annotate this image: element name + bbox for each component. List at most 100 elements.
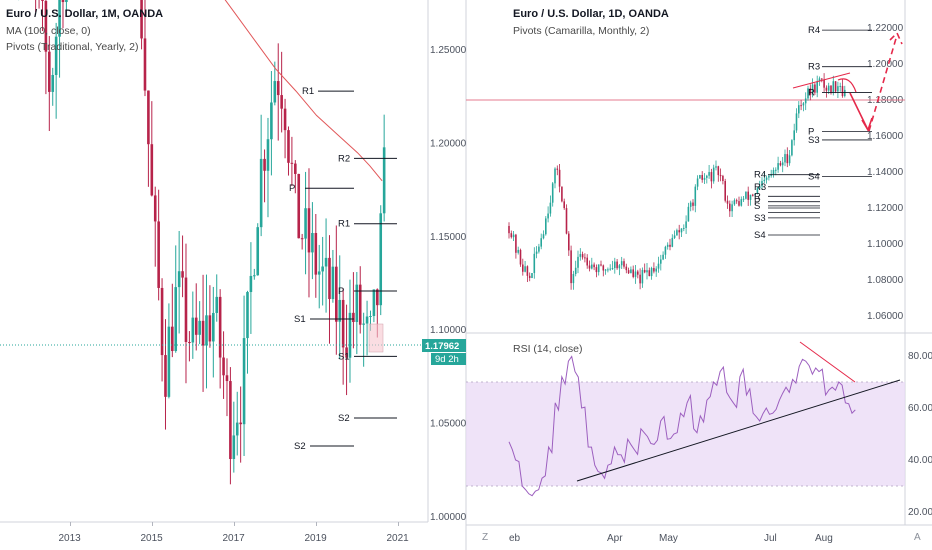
left-chart-title: Euro / U.S. Dollar, 1M, OANDA bbox=[6, 8, 163, 20]
candle-body-down bbox=[41, 0, 44, 1]
candle-body-up bbox=[362, 323, 365, 325]
auto-scale-button[interactable]: A bbox=[914, 532, 921, 543]
right-y-tick-label: 1.14000 bbox=[867, 167, 904, 178]
daily-candle-down bbox=[556, 168, 559, 170]
candle-body-up bbox=[338, 299, 342, 322]
candle-body-up bbox=[212, 312, 215, 342]
pivot-label: S2 bbox=[294, 441, 306, 452]
daily-candle-down bbox=[729, 203, 731, 212]
daily-candle-up bbox=[531, 273, 533, 278]
candle-body-down bbox=[188, 342, 191, 344]
candle-body-up bbox=[256, 227, 260, 276]
daily-candle-down bbox=[570, 250, 572, 284]
candle-body-down bbox=[300, 238, 304, 240]
candle-body-down bbox=[280, 95, 283, 109]
candle-body-down bbox=[287, 130, 290, 163]
left-indicator-ma[interactable]: MA (100, close, 0) bbox=[6, 25, 91, 37]
left-x-tick-label: 2019 bbox=[305, 533, 328, 544]
daily-candle-down bbox=[669, 244, 671, 247]
daily-candle-up bbox=[708, 172, 710, 176]
daily-candle-down bbox=[825, 87, 828, 91]
candle-body-down bbox=[201, 320, 205, 346]
daily-candle-down bbox=[558, 169, 561, 187]
candle-body-up bbox=[331, 266, 335, 300]
candle-body-down bbox=[341, 299, 345, 348]
candle-body-up bbox=[311, 232, 314, 253]
candle-body-up bbox=[65, 0, 68, 3]
candle-body-up bbox=[58, 0, 61, 37]
rsi-indicator-title[interactable]: RSI (14, close) bbox=[513, 343, 582, 355]
candle-body-down bbox=[147, 90, 150, 145]
daily-candle-up bbox=[689, 202, 692, 207]
projected-down-arrowhead bbox=[861, 117, 873, 132]
candle-body-up bbox=[253, 275, 256, 277]
candle-body-down bbox=[153, 195, 157, 222]
daily-candle-up bbox=[775, 169, 777, 171]
right-indicator-pivots[interactable]: Pivots (Camarilla, Monthly, 2) bbox=[513, 25, 649, 37]
pivot-label: P bbox=[338, 286, 344, 297]
daily-candle-up bbox=[715, 166, 717, 168]
daily-candle-up bbox=[818, 78, 821, 82]
candle-body-down bbox=[294, 163, 297, 174]
daily-candle-up bbox=[791, 140, 793, 156]
candle-body-up bbox=[273, 81, 277, 103]
daily-candle-down bbox=[726, 200, 729, 204]
daily-candle-up bbox=[524, 266, 526, 272]
daily-candle-up bbox=[703, 177, 706, 180]
daily-candle-up bbox=[542, 234, 545, 239]
daily-candle-up bbox=[609, 268, 611, 270]
daily-candle-down bbox=[602, 265, 605, 271]
daily-candle-up bbox=[673, 235, 676, 238]
daily-candle-down bbox=[823, 79, 825, 88]
daily-candle-down bbox=[563, 201, 565, 209]
daily-candle-up bbox=[749, 194, 752, 200]
candle-body-down bbox=[290, 162, 294, 164]
candle-body-up bbox=[174, 287, 178, 352]
candle-body-down bbox=[160, 287, 164, 356]
right-x-tick-label: Jul bbox=[764, 533, 777, 544]
daily-candle-up bbox=[611, 268, 614, 270]
daily-candle-down bbox=[738, 201, 740, 206]
daily-candle-up bbox=[666, 244, 669, 247]
left-x-tick-label: 2017 bbox=[223, 533, 246, 544]
daily-candle-up bbox=[657, 263, 660, 269]
rsi-y-tick-label: 20.00 bbox=[908, 507, 932, 518]
daily-candle-up bbox=[614, 261, 616, 269]
right-chart-title: Euro / U.S. Dollar, 1D, OANDA bbox=[513, 8, 669, 20]
timezone-button[interactable]: Z bbox=[482, 532, 488, 543]
daily-candle-down bbox=[627, 270, 630, 274]
daily-candle-up bbox=[742, 198, 745, 200]
candle-body-down bbox=[229, 381, 232, 460]
camarilla-pivot-label: R bbox=[754, 191, 761, 202]
daily-candle-down bbox=[584, 257, 586, 259]
daily-candle-up bbox=[687, 206, 690, 222]
candle-body-down bbox=[263, 158, 266, 171]
camarilla-pivot-label: R4 bbox=[808, 25, 820, 36]
daily-candle-up bbox=[547, 213, 549, 219]
right-x-tick-label: Aug bbox=[815, 533, 833, 544]
right-y-tick-label: 1.12000 bbox=[867, 203, 904, 214]
daily-candle-up bbox=[630, 269, 632, 274]
daily-candle-down bbox=[522, 264, 524, 272]
daily-candle-down bbox=[623, 261, 625, 267]
daily-candle-up bbox=[758, 186, 761, 189]
left-indicator-pivots[interactable]: Pivots (Traditional, Yearly, 2) bbox=[6, 41, 138, 53]
candle-body-up bbox=[205, 315, 208, 346]
daily-candle-up bbox=[540, 238, 542, 247]
pivot-label: R1 bbox=[338, 219, 350, 230]
daily-candle-down bbox=[600, 264, 602, 266]
daily-candle-up bbox=[517, 249, 519, 253]
daily-candle-up bbox=[597, 264, 600, 273]
daily-candle-down bbox=[528, 275, 531, 278]
daily-candle-up bbox=[512, 234, 515, 238]
daily-candle-up bbox=[694, 186, 697, 206]
candle-body-down bbox=[140, 0, 143, 39]
daily-candle-up bbox=[579, 254, 582, 257]
daily-candle-up bbox=[591, 264, 593, 269]
daily-candle-up bbox=[811, 84, 814, 95]
daily-candle-down bbox=[814, 84, 816, 93]
left-y-tick-label: 1.05000 bbox=[430, 419, 467, 430]
daily-candle-up bbox=[798, 105, 800, 114]
left-x-tick-label: 2015 bbox=[141, 533, 164, 544]
pivot-label: S2 bbox=[338, 413, 350, 424]
